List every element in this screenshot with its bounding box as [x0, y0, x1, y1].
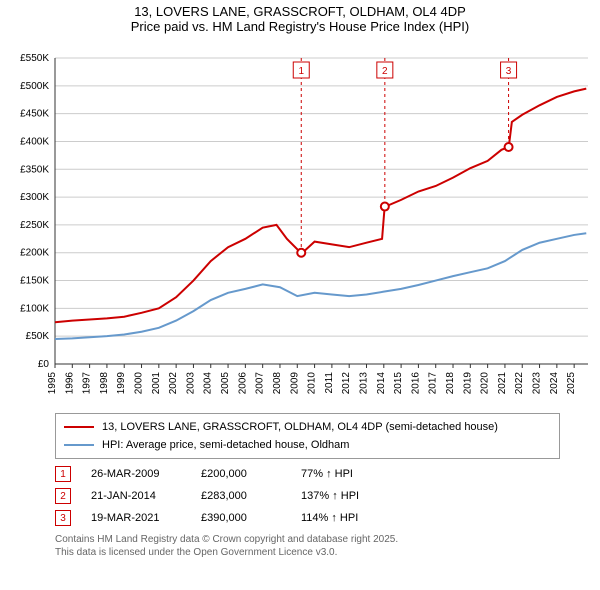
svg-text:2019: 2019: [462, 372, 473, 395]
legend-row-hpi: HPI: Average price, semi-detached house,…: [64, 436, 551, 454]
footer-line-2: This data is licensed under the Open Gov…: [55, 546, 560, 559]
svg-text:2002: 2002: [168, 372, 179, 395]
svg-text:2009: 2009: [289, 372, 300, 395]
svg-text:1998: 1998: [99, 372, 110, 395]
data-attribution: Contains HM Land Registry data © Crown c…: [55, 533, 560, 559]
sale-row: 1 26-MAR-2009 £200,000 77% ↑ HPI: [55, 463, 560, 485]
svg-text:1997: 1997: [82, 372, 93, 395]
sale-badge: 2: [55, 488, 71, 504]
sale-hpi-delta: 77% ↑ HPI: [301, 468, 353, 480]
svg-text:2018: 2018: [445, 372, 456, 395]
legend-swatch-hpi: [64, 444, 94, 446]
sale-hpi-delta: 137% ↑ HPI: [301, 490, 359, 502]
svg-text:2022: 2022: [514, 372, 525, 395]
footer-line-1: Contains HM Land Registry data © Crown c…: [55, 533, 560, 546]
sale-price: £200,000: [201, 468, 281, 480]
svg-text:2008: 2008: [272, 372, 283, 395]
svg-text:2023: 2023: [532, 372, 543, 395]
svg-text:2005: 2005: [220, 372, 231, 395]
svg-text:1: 1: [298, 66, 304, 77]
svg-text:£200K: £200K: [20, 248, 49, 259]
svg-text:£400K: £400K: [20, 136, 49, 147]
svg-text:2007: 2007: [255, 372, 266, 395]
svg-text:2013: 2013: [358, 372, 369, 395]
svg-text:2010: 2010: [307, 372, 318, 395]
legend-swatch-property: [64, 426, 94, 428]
sale-date: 26-MAR-2009: [91, 468, 181, 480]
svg-text:1996: 1996: [64, 372, 75, 395]
chart-titles: 13, LOVERS LANE, GRASSCROFT, OLDHAM, OL4…: [0, 0, 600, 34]
svg-text:2015: 2015: [393, 372, 404, 395]
svg-text:2003: 2003: [185, 372, 196, 395]
legend: 13, LOVERS LANE, GRASSCROFT, OLDHAM, OL4…: [55, 413, 560, 459]
svg-text:£550K: £550K: [20, 53, 49, 64]
title-subtitle: Price paid vs. HM Land Registry's House …: [0, 19, 600, 34]
sales-table: 1 26-MAR-2009 £200,000 77% ↑ HPI 2 21-JA…: [55, 463, 560, 529]
sale-date: 21-JAN-2014: [91, 490, 181, 502]
svg-text:2001: 2001: [151, 372, 162, 395]
svg-text:£250K: £250K: [20, 220, 49, 231]
svg-text:2020: 2020: [480, 372, 491, 395]
svg-text:3: 3: [506, 66, 512, 77]
svg-text:£500K: £500K: [20, 81, 49, 92]
sale-badge: 3: [55, 510, 71, 526]
svg-text:2: 2: [382, 66, 388, 77]
svg-text:£300K: £300K: [20, 192, 49, 203]
price-chart: £0 £50K £100K £150K £200K £250K £300K £350K £400…: [0, 34, 600, 404]
svg-text:2006: 2006: [237, 372, 248, 395]
sale-date: 19-MAR-2021: [91, 512, 181, 524]
svg-text:£350K: £350K: [20, 164, 49, 175]
svg-text:£100K: £100K: [20, 303, 49, 314]
sale-row: 3 19-MAR-2021 £390,000 114% ↑ HPI: [55, 507, 560, 529]
svg-text:2014: 2014: [376, 372, 387, 395]
legend-row-property: 13, LOVERS LANE, GRASSCROFT, OLDHAM, OL4…: [64, 418, 551, 436]
sale-row: 2 21-JAN-2014 £283,000 137% ↑ HPI: [55, 485, 560, 507]
svg-text:2017: 2017: [428, 372, 439, 395]
svg-text:£0: £0: [38, 359, 50, 370]
sale-hpi-delta: 114% ↑ HPI: [301, 512, 358, 524]
svg-text:1995: 1995: [47, 372, 58, 395]
svg-text:£150K: £150K: [20, 276, 49, 287]
svg-text:2012: 2012: [341, 372, 352, 395]
svg-text:£450K: £450K: [20, 109, 49, 120]
svg-text:2025: 2025: [566, 372, 577, 395]
chart-container: £0 £50K £100K £150K £200K £250K £300K £350K £400…: [0, 34, 600, 407]
svg-text:2011: 2011: [324, 372, 335, 394]
legend-label-hpi: HPI: Average price, semi-detached house,…: [102, 439, 349, 451]
sale-badge: 1: [55, 466, 71, 482]
legend-label-property: 13, LOVERS LANE, GRASSCROFT, OLDHAM, OL4…: [102, 421, 498, 433]
svg-text:2016: 2016: [410, 372, 421, 395]
svg-text:1999: 1999: [116, 372, 127, 395]
sale-price: £283,000: [201, 490, 281, 502]
svg-text:2000: 2000: [134, 372, 145, 395]
svg-text:£50K: £50K: [26, 331, 50, 342]
title-address: 13, LOVERS LANE, GRASSCROFT, OLDHAM, OL4…: [0, 4, 600, 19]
svg-text:2004: 2004: [203, 372, 214, 395]
svg-text:2024: 2024: [549, 372, 560, 395]
sale-price: £390,000: [201, 512, 281, 524]
svg-text:2021: 2021: [497, 372, 508, 395]
